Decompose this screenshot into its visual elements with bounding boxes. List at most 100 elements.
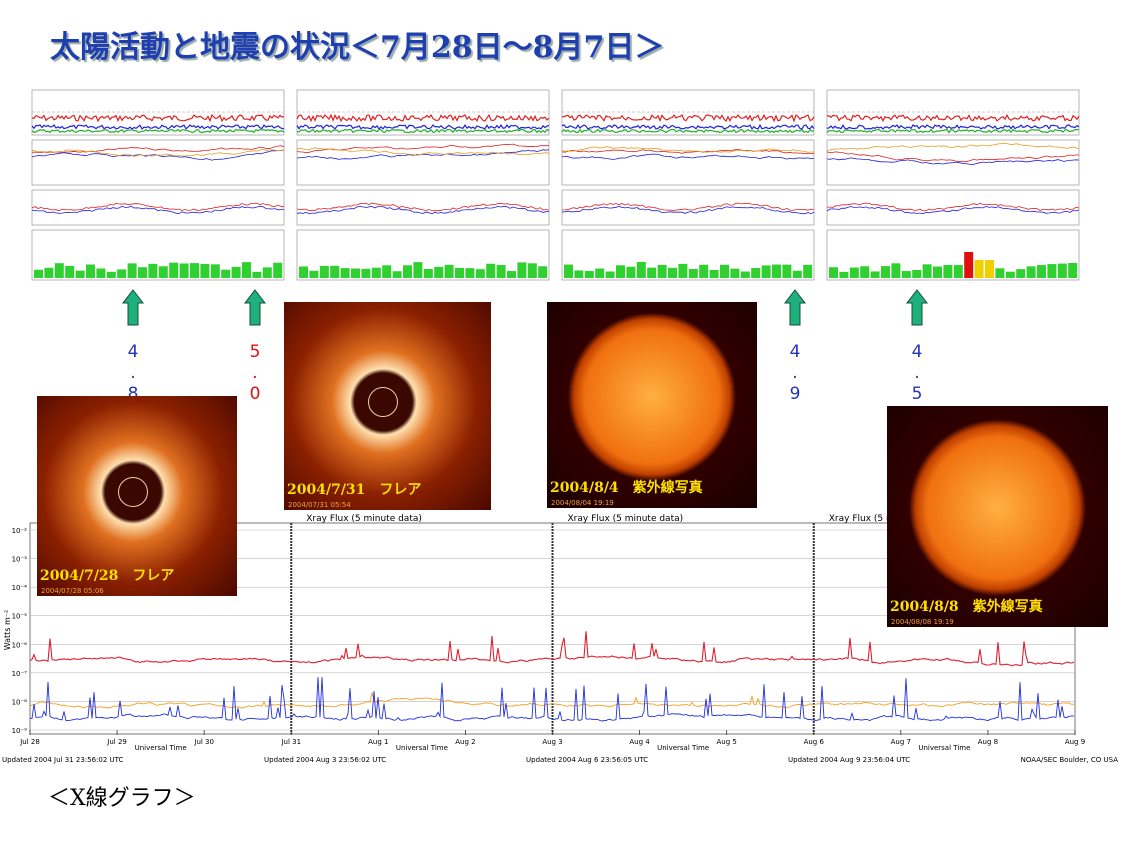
- occulter-ring: [118, 477, 148, 507]
- y-tick-label: 10⁻⁵: [12, 613, 28, 621]
- kp-bar: [54, 263, 64, 278]
- y-tick-label: 10⁻⁷: [12, 670, 28, 678]
- kp-bar: [319, 265, 329, 278]
- proton-trace: [296, 128, 550, 134]
- kp-bar: [943, 264, 953, 278]
- kp-bar: [262, 267, 272, 278]
- source-note: NOAA/SEC Boulder, CO USA: [1021, 756, 1119, 764]
- panel-frame: [561, 89, 815, 136]
- kp-bar: [252, 271, 262, 278]
- kp-bar: [44, 267, 54, 278]
- xray-trace: [29, 692, 1075, 709]
- kp-bar: [507, 271, 516, 278]
- proton-trace: [31, 113, 285, 123]
- y-tick-label: 10⁻⁶: [12, 641, 28, 649]
- plot-title: Xray Flux (5 minute data): [829, 514, 945, 524]
- magnitude: 5.0: [245, 342, 265, 405]
- kp-bar: [423, 268, 433, 278]
- kp-bar: [34, 269, 43, 278]
- y-tick-label: 10⁻⁴: [12, 584, 28, 592]
- kp-bar: [299, 266, 308, 278]
- kp-bar: [475, 269, 485, 278]
- x-tick-label: Aug 5: [716, 738, 736, 746]
- plot-title: Xray Flux (5 minute data): [568, 514, 684, 524]
- hp-trace: [561, 202, 815, 212]
- kp-bar: [1037, 265, 1046, 278]
- kp-bar: [86, 264, 95, 278]
- panel-frame: [826, 229, 1080, 281]
- x-tick-label: Aug 8: [978, 738, 998, 746]
- kp-bar: [496, 265, 506, 278]
- proton-trace: [827, 113, 1080, 123]
- x-tick-label: Jul 31: [280, 738, 301, 746]
- x-tick-label: Aug 1: [368, 738, 388, 746]
- photo-caption: 2004/7/31 フレア: [287, 482, 422, 498]
- kp-bar: [891, 263, 901, 278]
- kp-bar: [75, 270, 85, 278]
- proton-trace: [561, 113, 815, 123]
- hp-trace: [296, 202, 550, 212]
- photo-caption: 2004/8/8 紫外線写真: [890, 599, 1043, 615]
- updated-note: Updated 2004 Aug 9 23:56:04 UTC: [788, 756, 910, 764]
- kp-bar: [65, 265, 75, 278]
- kp-bar: [595, 268, 605, 278]
- kp-bar: [751, 268, 761, 278]
- magnitude: 4.9: [785, 342, 805, 405]
- x-tick-label: Aug 6: [804, 738, 825, 746]
- x-tick-label: Aug 2: [455, 738, 475, 746]
- quake-arrow: [121, 289, 145, 326]
- y-axis-label: Watts m⁻²: [3, 610, 12, 651]
- kp-bar: [564, 264, 573, 278]
- kp-bar: [190, 263, 199, 278]
- kp-bar: [106, 271, 116, 278]
- electron-trace: [826, 151, 1080, 163]
- kp-bar: [413, 262, 423, 278]
- quake-arrow: [783, 289, 807, 326]
- kp-bar: [839, 271, 849, 278]
- kp-bar: [1068, 262, 1078, 278]
- panel-frame: [561, 229, 815, 281]
- slide-title: 太陽活動と地震の状況＜7月28日～8月7日＞: [50, 30, 665, 65]
- kp-bar: [829, 267, 838, 278]
- kp-bar: [538, 266, 548, 278]
- kp-bar: [340, 268, 350, 278]
- hp-trace: [31, 202, 285, 212]
- x-tick-label: Aug 3: [542, 738, 562, 746]
- photo-timestamp: 2004/08/08 19:19: [891, 618, 954, 626]
- electron-trace: [561, 153, 815, 160]
- kp-bar: [720, 264, 729, 278]
- panel-frame: [826, 89, 1080, 136]
- panel-frame: [296, 89, 550, 136]
- kp-bar: [1047, 264, 1057, 278]
- y-tick-label: 10⁻²: [12, 527, 28, 535]
- x-tick-label: Aug 9: [1065, 738, 1085, 746]
- electron-trace: [31, 145, 285, 154]
- proton-trace: [31, 128, 285, 134]
- x-axis-label: Universal Time: [396, 744, 448, 752]
- electron-trace: [826, 142, 1080, 151]
- footer-caption: ＜X線グラフ＞: [48, 786, 196, 811]
- kp-bar: [730, 268, 740, 278]
- updated-note: Updated 2004 Aug 6 23:56:05 UTC: [526, 756, 648, 764]
- solar-photo: 2004/8/8 紫外線写真 2004/08/08 19:19: [887, 406, 1108, 627]
- panel-frame: [296, 189, 550, 226]
- proton-trace: [561, 128, 815, 134]
- proton-trace: [826, 124, 1080, 130]
- kp-bar: [870, 271, 880, 278]
- kp-bar: [127, 263, 137, 278]
- kp-bar: [455, 267, 464, 278]
- photo-caption: 2004/8/4 紫外線写真: [550, 480, 703, 496]
- proton-trace: [296, 124, 550, 130]
- kp-bar: [881, 266, 890, 278]
- kp-bar: [200, 263, 210, 278]
- hp-trace: [31, 205, 284, 215]
- proton-trace: [561, 123, 815, 130]
- kp-bar: [179, 263, 189, 278]
- kp-bar: [486, 263, 496, 278]
- kp-bar: [985, 260, 994, 278]
- hp-trace: [296, 205, 550, 215]
- xray-trace: [29, 677, 1074, 722]
- panel-frame: [296, 229, 550, 281]
- kp-bar: [782, 264, 792, 278]
